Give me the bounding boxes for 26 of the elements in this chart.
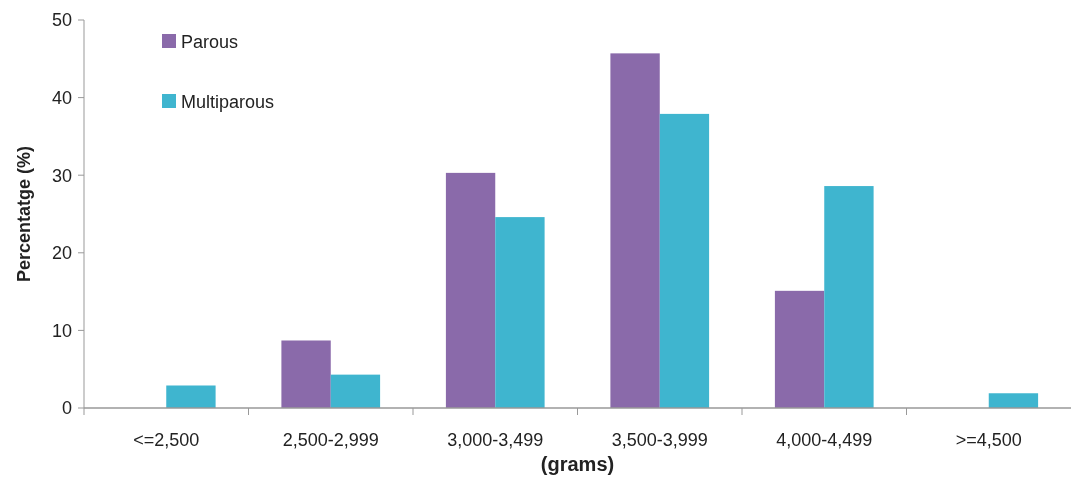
x-tick-label: <=2,500 xyxy=(133,430,200,450)
legend-label: Multiparous xyxy=(181,92,275,113)
bar xyxy=(774,290,825,408)
bar xyxy=(610,53,660,408)
y-axis-title: Percentatge (%) xyxy=(14,145,34,283)
x-tick-label: 4,000-4,499 xyxy=(776,430,873,450)
bar xyxy=(166,385,216,408)
y-tick-label: 20 xyxy=(51,243,72,264)
legend-label: Parous xyxy=(181,32,239,53)
bar xyxy=(988,393,1039,408)
x-tick-label: 2,500-2,999 xyxy=(282,430,379,450)
x-tick-label: 3,500-3,999 xyxy=(611,430,708,450)
x-tick-label: >=4,500 xyxy=(955,430,1022,450)
bar xyxy=(445,172,496,408)
y-tick-label: 0 xyxy=(61,398,72,419)
y-tick-label: 10 xyxy=(51,320,72,341)
x-tick-label: 3,000-3,499 xyxy=(447,430,544,450)
y-tick-label: 30 xyxy=(51,165,72,186)
bar xyxy=(330,374,381,408)
bar xyxy=(659,113,710,408)
bar xyxy=(281,340,331,408)
y-tick-label: 50 xyxy=(51,10,72,31)
bar xyxy=(495,217,545,408)
bar xyxy=(824,186,874,408)
x-axis-title: (grams) xyxy=(540,453,615,475)
y-tick-label: 40 xyxy=(51,87,72,108)
